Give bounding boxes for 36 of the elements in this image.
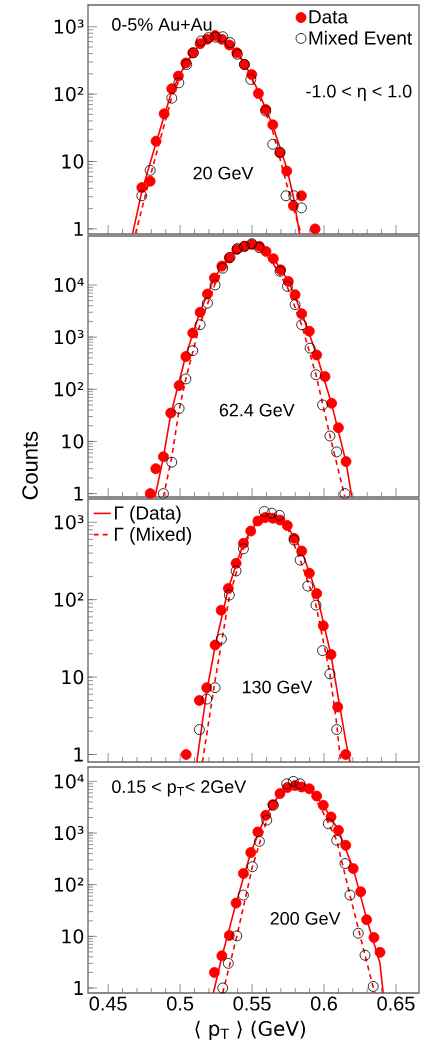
y-tick-label: 10 [62, 929, 84, 944]
x-tick-label: 0.45 [89, 996, 127, 1011]
legend-label: Data [309, 10, 348, 24]
y-tick-label: 1 [74, 486, 83, 501]
y-tick-label: 10² [54, 877, 84, 892]
y-axis-title: Counts [22, 431, 38, 500]
legend-label: Γ (Mixed) [114, 527, 192, 545]
y-tick-label: 1 [74, 221, 83, 236]
x-axis-title: ⟨ p$_{T}$ ⟩ (GeV) [195, 1020, 305, 1040]
annotation: 130 GeV [242, 680, 313, 694]
y-tick-label: 10² [54, 382, 84, 397]
y-tick-label: 10⁴ [54, 774, 84, 789]
y-tick-label: 10 [62, 154, 84, 169]
legend-label: Γ (Data) [114, 505, 181, 524]
y-tick-label: 10 [62, 434, 84, 449]
y-tick-label: 1 [74, 981, 83, 995]
annotation: 20 GeV [193, 166, 254, 180]
y-tick-label: 10⁴ [54, 277, 84, 293]
x-tick-label: 0.55 [233, 996, 271, 1011]
annotation: 200 GeV [270, 912, 341, 925]
annotation: 62.4 GeV [219, 403, 295, 417]
legend-label: Mixed Event [309, 30, 412, 45]
annotation: 0.15 < p$_{T}$< 2GeV [112, 780, 247, 797]
y-tick-label: 10 [62, 669, 84, 685]
annotation: 0-5% Au+Au [112, 18, 212, 31]
y-tick-label: 10³ [54, 19, 84, 34]
y-tick-label: 10³ [54, 825, 84, 841]
y-tick-label: 10³ [54, 515, 84, 530]
y-tick-label: 10² [54, 592, 84, 607]
x-tick-label: 0.5 [167, 996, 194, 1011]
y-tick-label: 10² [54, 86, 84, 102]
annotation: -1.0 < η < 1.0 [306, 84, 412, 102]
y-tick-label: 10³ [54, 329, 84, 345]
y-tick-label: 1 [74, 747, 83, 762]
x-tick-label: 0.6 [310, 996, 337, 1011]
x-tick-label: 0.65 [377, 996, 415, 1011]
